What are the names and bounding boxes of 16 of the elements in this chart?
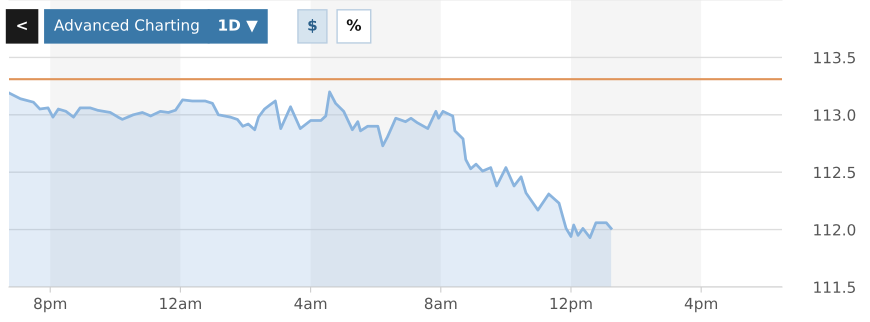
y-tick-label: 111.5 [814, 282, 855, 294]
x-tick-label: 12am [160, 298, 201, 310]
y-tick-label: 112.0 [814, 224, 856, 236]
annotation: < [17, 21, 27, 30]
x-tick-label: 4am [294, 298, 326, 310]
y-tick-label: 113.5 [814, 52, 855, 64]
x-tick-label: 8am [424, 298, 456, 310]
annotation: % [346, 19, 362, 31]
y-tick-label: 113.0 [814, 109, 856, 121]
x-tick-label: 8pm [34, 298, 66, 312]
x-tick-label: 4pm [684, 298, 718, 312]
y-tick-label: 112.5 [814, 166, 855, 178]
annotation: $ [308, 19, 317, 33]
x-tick-label: 12pm [550, 298, 592, 312]
annotation: 1D ▼ [219, 19, 258, 32]
annotation: Advanced Charting [54, 19, 198, 34]
